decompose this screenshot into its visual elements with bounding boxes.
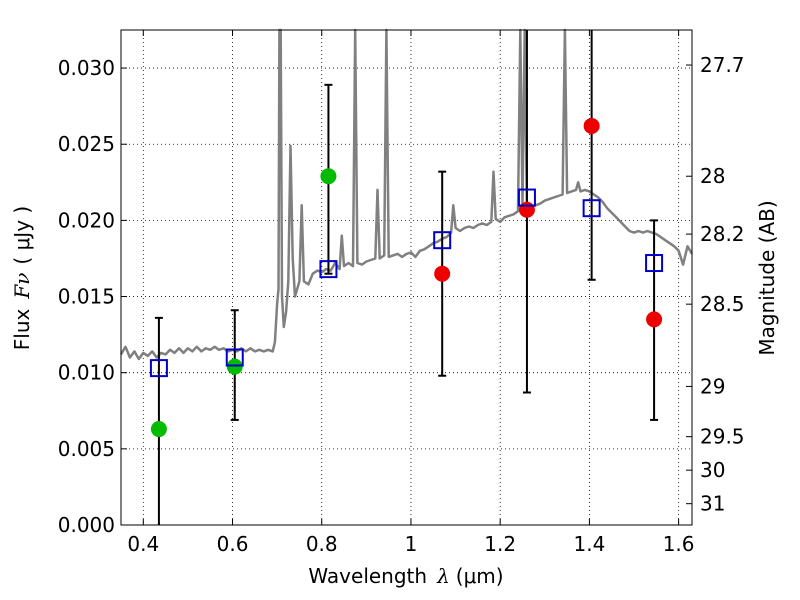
x-tick-label: 1.4 xyxy=(573,532,605,556)
red-data-point xyxy=(646,311,663,328)
y-axis-label-symbol: Fν xyxy=(10,273,34,300)
plot-frame xyxy=(120,29,693,526)
y2-tick-label: 30 xyxy=(700,458,725,482)
x-tick-label: 1.2 xyxy=(484,532,516,556)
model-square-point xyxy=(319,260,338,279)
y2-axis-ticks: 27.7 28 28.2 28.5 29 29.5 30 31 xyxy=(686,53,745,516)
y2-tick-label: 28.2 xyxy=(700,222,745,246)
model-square-point xyxy=(433,231,452,250)
model-square-point xyxy=(149,359,168,378)
y-axis-label-text: Flux xyxy=(10,308,34,350)
y-tick-label: 0.015 xyxy=(58,285,115,309)
y-tick-label: 0.025 xyxy=(58,132,115,156)
y2-tick-label: 31 xyxy=(700,492,725,516)
y-axis-label-unit: ( μJy ) xyxy=(10,206,34,265)
y2-tick-label: 29.5 xyxy=(700,425,745,449)
model-square-point xyxy=(517,188,536,207)
grid-layer xyxy=(121,30,692,526)
x-axis-ticks: 0.4 0.6 0.8 1 1.2 1.4 1.6 xyxy=(127,30,695,556)
x-tick-label: 1 xyxy=(405,532,418,556)
model-square-point xyxy=(582,199,601,218)
y-tick-label: 0.020 xyxy=(58,208,115,232)
x-tick-label: 1.6 xyxy=(663,532,695,556)
model-square-point xyxy=(645,254,664,273)
red-data-point xyxy=(434,265,451,282)
y-axis-label: Flux Fν ( μJy ) xyxy=(10,206,34,350)
x-axis-label: Wavelength λ (μm) xyxy=(308,564,503,588)
x-tick-label: 0.4 xyxy=(127,532,159,556)
model-spectrum-line xyxy=(119,28,694,361)
y2-axis-label: Magnitude (AB) xyxy=(755,200,779,355)
x-axis-label-symbol: λ xyxy=(436,564,450,588)
y-tick-label: 0.000 xyxy=(58,513,115,537)
green-data-point xyxy=(226,358,243,375)
red-data-point xyxy=(583,117,600,134)
y-tick-label: 0.005 xyxy=(58,437,115,461)
observed-points-layer xyxy=(150,117,663,438)
model-square-point xyxy=(225,348,244,367)
y2-tick-label: 29 xyxy=(700,374,725,398)
x-tick-label: 0.8 xyxy=(306,532,338,556)
y2-tick-label: 27.7 xyxy=(700,53,745,77)
x-tick-label: 0.6 xyxy=(217,532,249,556)
y2-tick-label: 28 xyxy=(700,164,725,188)
model-points-layer xyxy=(149,188,664,378)
y-tick-label: 0.030 xyxy=(58,56,115,80)
y2-tick-label: 28.5 xyxy=(700,292,745,316)
x-axis-label-unit: (μm) xyxy=(456,564,504,588)
y-tick-label: 0.010 xyxy=(58,361,115,385)
green-data-point xyxy=(150,421,167,438)
y-axis-ticks: 0.000 0.005 0.010 0.015 0.020 0.025 0.030 xyxy=(58,56,127,537)
errorbar-layer xyxy=(154,30,659,525)
red-data-point xyxy=(518,201,535,218)
green-data-point xyxy=(320,168,337,185)
x-axis-label-text: Wavelength xyxy=(308,564,427,588)
spectrum-layer xyxy=(119,28,694,361)
